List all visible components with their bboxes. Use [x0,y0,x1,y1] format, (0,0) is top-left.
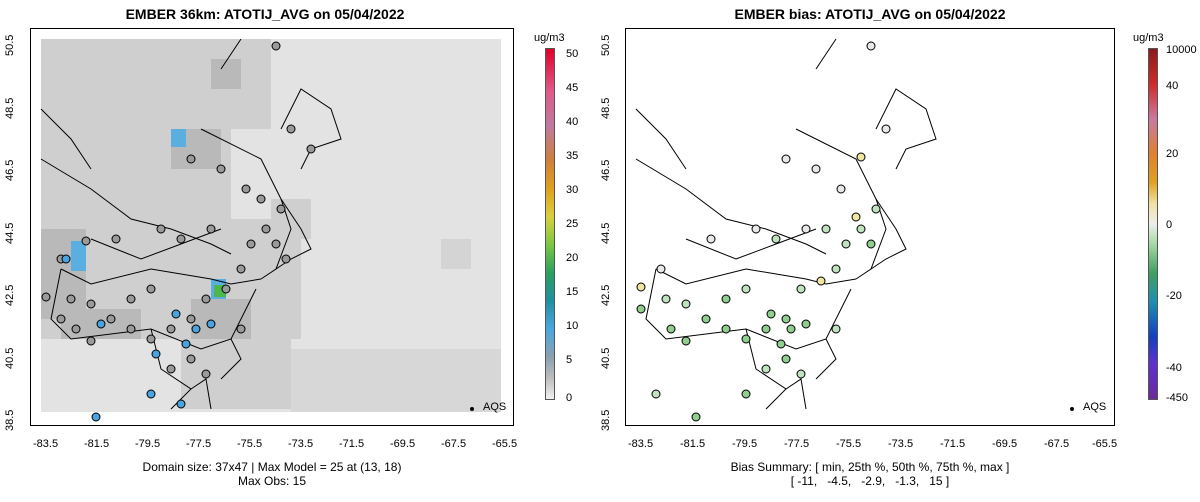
left-footer-line1: Domain size: 37x47 | Max Model = 25 at (… [142,460,402,474]
right-x-tick: -65.5 [1092,438,1118,450]
right-footer-line1: Bias Summary: [ min, 25th %, 50th %, 75t… [730,460,1010,474]
left-x-tick: -71.5 [339,438,365,450]
left-x-tick: -69.5 [390,438,416,450]
left-cb-tick: 25 [566,218,579,230]
right-x-tick: -77.5 [784,438,810,450]
left-obs-sites [41,41,316,422]
left-panel-title: EMBER 36km: ATOTIJ_AVG on 05/04/2022 [125,6,405,22]
left-cb-tick: 40 [566,116,579,128]
right-x-tick: -73.5 [888,438,914,450]
right-bias-sites [636,41,891,422]
left-cb-tick: 10 [566,320,579,332]
right-cb-tick: 40 [1166,80,1179,92]
right-cb-tick: 10000 [1166,44,1197,56]
right-y-tick: 46.5 [600,159,612,181]
left-x-tick: -81.5 [84,438,110,450]
right-x-tick: -69.5 [992,438,1018,450]
left-y-tick: 46.5 [4,159,16,181]
right-x-tick: -79.5 [732,438,758,450]
left-boundaries [40,38,342,410]
left-map-frame [30,28,514,426]
left-footer-line2: Max Obs: 15 [237,474,307,488]
left-x-tick: -83.5 [33,438,59,450]
left-y-tick: 40.5 [4,347,16,369]
left-y-tick: 50.5 [4,34,16,56]
left-x-tick: -67.5 [441,438,467,450]
left-y-tick: 44.5 [4,222,16,244]
right-map-frame [625,28,1115,426]
left-y-tick: 42.5 [4,284,16,306]
left-y-tick: 38.5 [4,409,16,431]
right-footer-line2: [ -11, -4.5, -2.9, -1.3, 15 ] [790,474,950,488]
right-x-tick: -75.5 [836,438,862,450]
left-cb-tick: 30 [566,184,579,196]
right-colorbar-unit: ug/m3 [1133,32,1164,44]
right-cb-tick: 20 [1166,148,1179,160]
right-colorbar [1148,48,1158,400]
right-cb-tick: -450 [1166,392,1189,404]
right-y-tick: 48.5 [600,97,612,119]
left-x-tick: -73.5 [288,438,314,450]
left-cb-tick: 5 [566,354,573,366]
right-panel-title: EMBER bias: ATOTIJ_AVG on 05/04/2022 [734,6,1006,22]
right-y-tick: 38.5 [600,409,612,431]
right-y-tick: 50.5 [600,34,612,56]
right-map-svg [635,38,1074,422]
right-y-tick: 40.5 [600,347,612,369]
left-y-tick: 48.5 [4,97,16,119]
right-x-tick: -67.5 [1044,438,1070,450]
left-colorbar-unit: ug/m3 [534,32,565,44]
left-cb-tick: 50 [566,48,579,60]
left-x-tick: -65.5 [492,438,518,450]
left-legend-label: AQS [483,401,507,413]
left-cb-tick: 15 [566,286,579,298]
left-footer: Domain size: 37x47 | Max Model = 25 at (… [30,460,514,488]
right-x-tick: -81.5 [680,438,706,450]
left-cb-tick: 35 [566,150,579,162]
left-x-tick: -75.5 [237,438,263,450]
left-cb-tick: 20 [566,252,579,264]
right-legend-label: AQS [1083,401,1107,413]
right-x-tick: -71.5 [940,438,966,450]
left-map-svg [40,38,501,422]
left-colorbar [545,48,555,400]
left-cb-tick: 45 [566,82,579,94]
right-cb-tick: 0 [1166,219,1173,231]
right-legend-marker [1070,407,1074,411]
right-boundaries [635,38,937,410]
right-footer: Bias Summary: [ min, 25th %, 50th %, 75t… [625,460,1115,488]
right-cb-tick: -40 [1166,362,1182,374]
right-y-tick: 44.5 [600,222,612,244]
right-y-tick: 42.5 [600,284,612,306]
left-x-tick: -77.5 [186,438,212,450]
left-cb-tick: 0 [566,392,573,404]
left-x-tick: -79.5 [135,438,161,450]
right-cb-tick: -20 [1166,290,1182,302]
left-legend-marker [470,407,474,411]
right-x-tick: -83.5 [628,438,654,450]
